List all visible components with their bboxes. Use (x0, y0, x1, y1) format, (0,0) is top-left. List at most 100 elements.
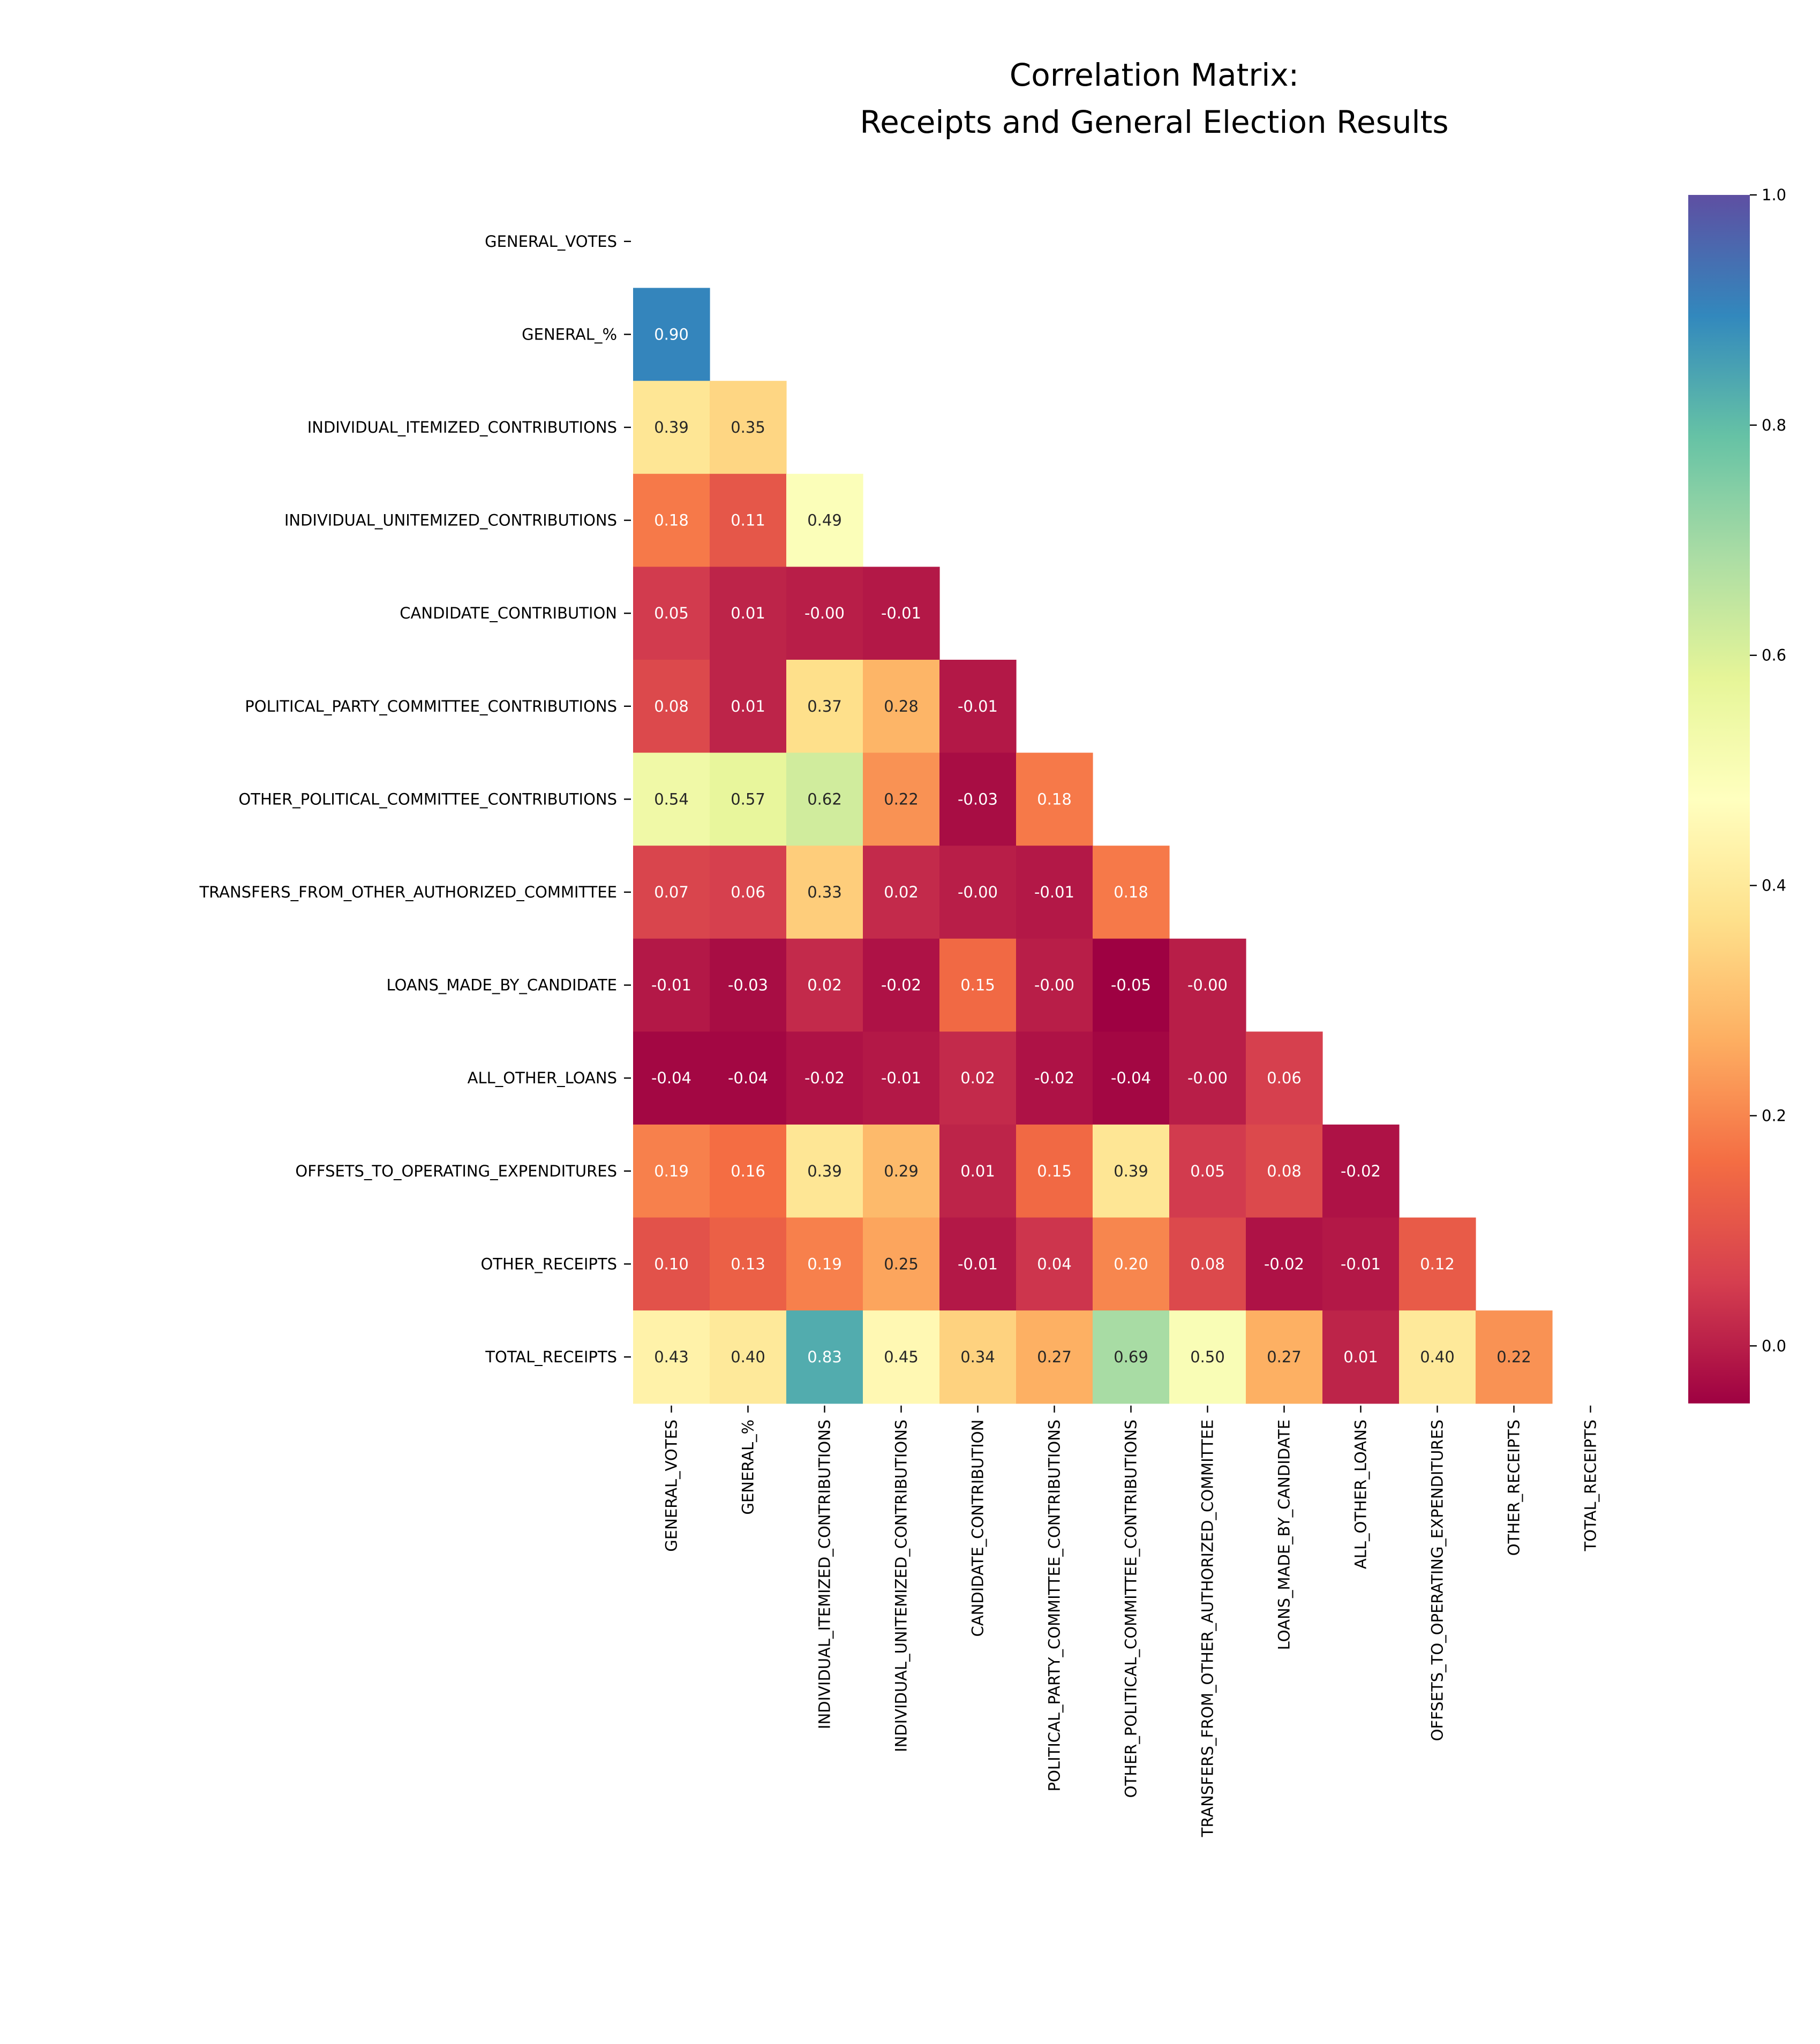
cell-annotation: -0.02 (1264, 1255, 1304, 1273)
cell-annotation: 0.06 (1267, 1069, 1302, 1087)
heatmap-cell (1093, 938, 1170, 1032)
cell-annotation: 0.57 (731, 790, 765, 808)
heatmap-cell (1093, 1310, 1170, 1404)
y-tick-label: OTHER_RECEIPTS (480, 1255, 617, 1273)
chart-title-line-1: Correlation Matrix: (1010, 57, 1299, 93)
heatmap-cell (633, 1310, 710, 1404)
heatmap-cell (710, 846, 787, 939)
heatmap-cell (939, 1217, 1017, 1311)
heatmap-cell (710, 1310, 787, 1404)
cell-annotation: -0.05 (1111, 976, 1151, 994)
heatmap-cell (1016, 1125, 1093, 1218)
cell-annotation: 0.39 (807, 1162, 842, 1180)
heatmap-cell (863, 567, 940, 660)
x-tick-label: LOANS_MADE_BY_CANDIDATE (1275, 1420, 1293, 1650)
x-tick-label: TOTAL_RECEIPTS (1582, 1420, 1600, 1552)
heatmap-cell (863, 660, 940, 753)
cell-annotation: -0.02 (1341, 1162, 1381, 1180)
cell-annotation: 0.02 (960, 1069, 995, 1087)
colorbar-tick-label: 0.8 (1762, 416, 1786, 434)
cell-annotation: 0.04 (1037, 1255, 1072, 1273)
cell-annotation: 0.29 (884, 1162, 919, 1180)
cell-annotation: 0.83 (807, 1348, 842, 1366)
cell-annotation: 0.19 (654, 1162, 689, 1180)
heatmap-cell (633, 752, 710, 846)
heatmap-cell (939, 1031, 1017, 1125)
heatmap-cell (863, 846, 940, 939)
heatmap-cell (1476, 1310, 1553, 1404)
cell-annotation: 0.05 (1190, 1162, 1225, 1180)
heatmap-cell (786, 1031, 863, 1125)
heatmap-cell (863, 1031, 940, 1125)
cell-annotation: 0.07 (654, 883, 689, 901)
colorbar: 0.0 0.2 0.4 0.6 0.8 1.0 (1688, 186, 1786, 1404)
heatmap-cell (863, 1310, 940, 1404)
cell-annotation: 0.34 (960, 1348, 995, 1366)
heatmap-cell (1016, 752, 1093, 846)
heatmap-cell (1093, 1125, 1170, 1218)
heatmap-cell (939, 938, 1017, 1032)
cell-annotation: 0.69 (1114, 1348, 1148, 1366)
cell-annotation: -0.00 (1034, 976, 1074, 994)
cell-annotation: 0.10 (654, 1255, 689, 1273)
heatmap-cell (786, 846, 863, 939)
heatmap-cell (786, 473, 863, 567)
heatmap-cell (1169, 1310, 1246, 1404)
heatmap-cell (786, 752, 863, 846)
heatmap-cell (1169, 938, 1246, 1032)
cell-annotation: -0.01 (881, 604, 921, 622)
heatmap-cell (1016, 938, 1093, 1032)
y-tick-label: OFFSETS_TO_OPERATING_EXPENDITURES (295, 1162, 617, 1180)
cell-annotation: 0.39 (1114, 1162, 1148, 1180)
cell-annotation: 0.22 (884, 790, 919, 808)
chart-title-line-2: Receipts and General Election Results (860, 104, 1448, 140)
x-tick-label: POLITICAL_PARTY_COMMITTEE_CONTRIBUTIONS (1046, 1420, 1064, 1792)
cell-annotation: 0.01 (731, 697, 765, 715)
colorbar-tick-label: 1.0 (1762, 186, 1786, 204)
x-tick-label: CANDIDATE_CONTRIBUTION (969, 1420, 987, 1637)
cell-annotation: 0.18 (1114, 883, 1148, 901)
cell-annotation: 0.08 (654, 697, 689, 715)
cell-annotation: 0.62 (807, 790, 842, 808)
cell-annotation: 0.16 (731, 1162, 765, 1180)
cell-annotation: 0.15 (960, 976, 995, 994)
cell-annotation: 0.22 (1496, 1348, 1531, 1366)
colorbar-tick-label: 0.6 (1762, 646, 1786, 665)
heatmap-cell (1169, 1125, 1246, 1218)
heatmap-cell (710, 752, 787, 846)
heatmap-cell (1322, 1310, 1400, 1404)
cell-annotation: -0.00 (958, 883, 998, 901)
y-tick-label: LOANS_MADE_BY_CANDIDATE (386, 976, 617, 994)
heatmap-cell (863, 1125, 940, 1218)
cell-annotation: -0.01 (958, 697, 998, 715)
cell-annotation: 0.18 (654, 511, 689, 530)
colorbar-tick-label: 0.4 (1762, 877, 1786, 895)
y-tick-label: TRANSFERS_FROM_OTHER_AUTHORIZED_COMMITTE… (199, 883, 617, 901)
x-tick-label: OFFSETS_TO_OPERATING_EXPENDITURES (1428, 1420, 1447, 1741)
cell-annotation: 0.06 (731, 883, 765, 901)
heatmap-cell (633, 1217, 710, 1311)
cell-annotation: -0.01 (881, 1069, 921, 1087)
cell-annotation: -0.03 (728, 976, 768, 994)
y-tick-label: GENERAL_% (522, 325, 617, 343)
cell-annotation: -0.04 (728, 1069, 768, 1087)
cell-annotation: 0.25 (884, 1255, 919, 1273)
heatmap-cell (939, 846, 1017, 939)
heatmap-cell (1016, 846, 1093, 939)
cell-annotation: 0.15 (1037, 1162, 1072, 1180)
cell-annotation: -0.00 (804, 604, 845, 622)
heatmap-cell (863, 752, 940, 846)
x-tick-label: GENERAL_VOTES (663, 1420, 681, 1552)
y-tick-label: CANDIDATE_CONTRIBUTION (400, 604, 617, 622)
cell-annotation: 0.54 (654, 790, 689, 808)
heatmap-cell (1016, 1217, 1093, 1311)
heatmap-cell (710, 1125, 787, 1218)
heatmap-cell (1322, 1125, 1400, 1218)
y-tick-label: POLITICAL_PARTY_COMMITTEE_CONTRIBUTIONS (245, 697, 617, 715)
heatmap-cell (710, 381, 787, 474)
colorbar-gradient (1688, 195, 1750, 1404)
heatmap-cell (786, 938, 863, 1032)
y-tick-label: INDIVIDUAL_ITEMIZED_CONTRIBUTIONS (307, 418, 617, 436)
x-tick-label: TRANSFERS_FROM_OTHER_AUTHORIZED_COMMITTE… (1199, 1420, 1217, 1838)
x-tick-label: GENERAL_% (739, 1420, 757, 1515)
